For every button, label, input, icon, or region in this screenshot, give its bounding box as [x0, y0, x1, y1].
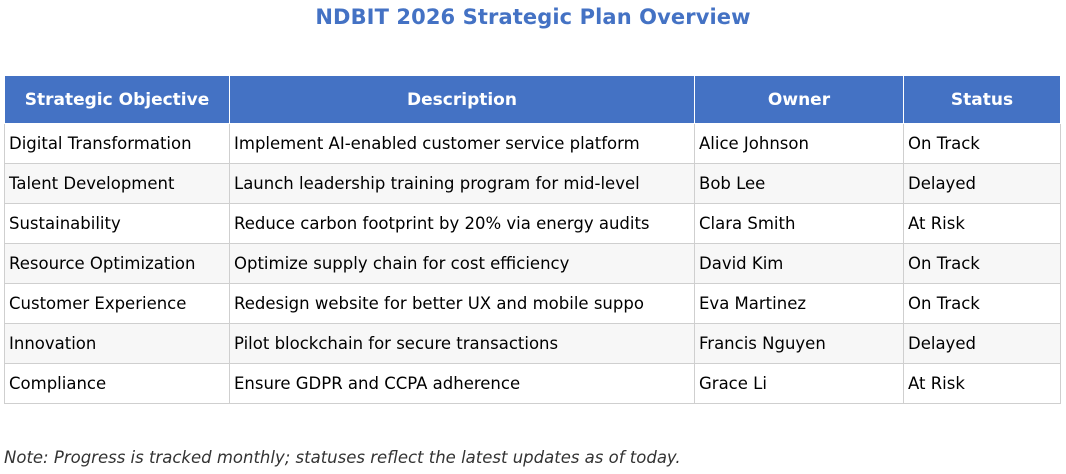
- cell-description: Pilot blockchain for secure transactions: [229, 323, 695, 364]
- table-row[interactable]: Compliance Ensure GDPR and CCPA adherence…: [4, 363, 1061, 404]
- column-header-objective[interactable]: Strategic Objective: [4, 75, 230, 124]
- cell-owner: David Kim: [694, 243, 904, 284]
- cell-description: Reduce carbon footprint by 20% via energ…: [229, 203, 695, 244]
- description-text: Pilot blockchain for secure transactions: [234, 333, 559, 353]
- strategic-plan-table: Strategic Objective Description Owner St…: [4, 75, 1061, 404]
- cell-owner: Grace Li: [694, 363, 904, 404]
- cell-status: At Risk: [903, 203, 1061, 244]
- cell-status: On Track: [903, 283, 1061, 324]
- cell-status: Delayed: [903, 163, 1061, 204]
- cell-owner: Bob Lee: [694, 163, 904, 204]
- cell-objective: Sustainability: [4, 203, 230, 244]
- cell-objective: Compliance: [4, 363, 230, 404]
- description-text: Launch leadership training program for m…: [234, 173, 640, 193]
- description-text: Redesign website for better UX and mobil…: [234, 293, 644, 313]
- table-row[interactable]: Talent Development Launch leadership trai…: [4, 163, 1061, 204]
- cell-owner: Eva Martinez: [694, 283, 904, 324]
- strategic-plan-table-container: Strategic Objective Description Owner St…: [4, 75, 1061, 404]
- cell-description: Launch leadership training program for m…: [229, 163, 695, 204]
- description-text: Optimize supply chain for cost efficienc…: [234, 253, 570, 273]
- column-header-owner[interactable]: Owner: [694, 75, 904, 124]
- cell-status: Delayed: [903, 323, 1061, 364]
- table-row[interactable]: Innovation Pilot blockchain for secure tr…: [4, 323, 1061, 364]
- cell-objective: Innovation: [4, 323, 230, 364]
- table-row[interactable]: Customer Experience Redesign website for …: [4, 283, 1061, 324]
- cell-objective: Talent Development: [4, 163, 230, 204]
- cell-objective: Customer Experience: [4, 283, 230, 324]
- cell-status: At Risk: [903, 363, 1061, 404]
- footer-note: Note: Progress is tracked monthly; statu…: [4, 448, 681, 467]
- cell-description: Implement AI-enabled customer service pl…: [229, 123, 695, 164]
- cell-objective: Resource Optimization: [4, 243, 230, 284]
- cell-status: On Track: [903, 123, 1061, 164]
- column-header-description[interactable]: Description: [229, 75, 695, 124]
- table-row[interactable]: Digital Transformation Implement AI-enabl…: [4, 123, 1061, 164]
- description-text: Ensure GDPR and CCPA adherence: [234, 373, 521, 393]
- description-text: Implement AI-enabled customer service pl…: [234, 133, 640, 153]
- cell-objective: Digital Transformation: [4, 123, 230, 164]
- column-header-status[interactable]: Status: [903, 75, 1061, 124]
- cell-description: Optimize supply chain for cost efficienc…: [229, 243, 695, 284]
- cell-owner: Francis Nguyen: [694, 323, 904, 364]
- cell-owner: Clara Smith: [694, 203, 904, 244]
- table-row[interactable]: Sustainability Reduce carbon footprint by…: [4, 203, 1061, 244]
- cell-owner: Alice Johnson: [694, 123, 904, 164]
- table-row[interactable]: Resource Optimization Optimize supply cha…: [4, 243, 1061, 284]
- table-body: Digital Transformation Implement AI-enabl…: [4, 123, 1061, 404]
- cell-description: Redesign website for better UX and mobil…: [229, 283, 695, 324]
- page-title: NDBIT 2026 Strategic Plan Overview: [315, 5, 751, 29]
- description-text: Reduce carbon footprint by 20% via energ…: [234, 213, 650, 233]
- table-header-row: Strategic Objective Description Owner St…: [4, 75, 1061, 124]
- table-header: Strategic Objective Description Owner St…: [4, 75, 1061, 124]
- cell-description: Ensure GDPR and CCPA adherence: [229, 363, 695, 404]
- cell-status: On Track: [903, 243, 1061, 284]
